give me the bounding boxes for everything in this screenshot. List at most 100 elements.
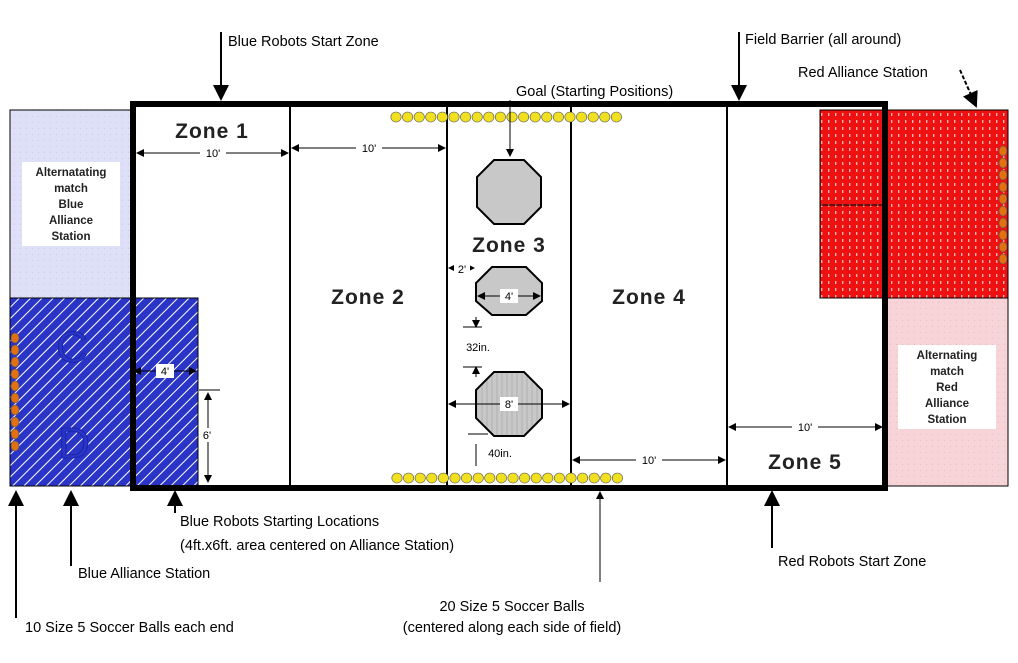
red-alt-line-1: Alternating — [917, 350, 978, 362]
dim-6ft: 6' — [203, 430, 211, 442]
soccer-ball — [541, 111, 553, 123]
soccer-ball — [413, 111, 425, 123]
soccer-ball — [576, 111, 588, 123]
soccer-ball — [998, 169, 1008, 181]
dim-2ft: 2' — [458, 264, 466, 276]
dim-box-zone4 — [636, 454, 662, 466]
soccer-ball — [437, 472, 449, 484]
soccer-ball — [436, 111, 448, 123]
blue-alt-line-4: Alliance — [49, 215, 93, 227]
dim-box-zone2 — [356, 142, 382, 154]
field-barrier — [130, 101, 888, 491]
zone-3-box — [462, 232, 558, 258]
soccer-ball — [484, 472, 496, 484]
soccer-ball — [506, 111, 518, 123]
soccer-ball — [998, 217, 1008, 229]
dim-40in: 40in. — [488, 448, 512, 460]
blue-alt-line-3: Blue — [59, 199, 84, 211]
zone-1-box — [166, 116, 258, 144]
soccer-ball — [998, 253, 1008, 265]
callout-balls-20-1: 20 Size 5 Soccer Balls — [439, 599, 584, 615]
soccer-ball — [460, 111, 472, 123]
callout-blue-start-locations-1: Blue Robots Starting Locations — [180, 514, 379, 530]
blue-letter-c: C — [56, 323, 88, 372]
zone-5-label: Zone 5 — [768, 451, 842, 474]
red-alt-line-3: Red — [936, 382, 958, 394]
dim-zone2: 10' — [362, 143, 376, 155]
soccer-ball — [390, 111, 402, 123]
soccer-ball — [599, 111, 611, 123]
soccer-ball — [10, 332, 20, 344]
callout-goal: Goal (Starting Positions) — [516, 84, 673, 100]
soccer-balls-right — [998, 145, 1008, 265]
blue-alt-line-5: Station — [52, 231, 91, 243]
soccer-ball — [530, 472, 542, 484]
soccer-ball — [426, 472, 438, 484]
soccer-ball — [610, 111, 622, 123]
zone-4-label: Zone 4 — [612, 286, 686, 309]
blue-letter-d: D — [58, 419, 90, 468]
soccer-ball — [542, 472, 554, 484]
soccer-ball — [391, 472, 403, 484]
soccer-ball — [10, 344, 20, 356]
soccer-ball — [10, 392, 20, 404]
soccer-ball — [425, 111, 437, 123]
soccer-ball — [587, 111, 599, 123]
soccer-ball — [998, 229, 1008, 241]
soccer-ball — [472, 472, 484, 484]
red-alt-line-2: match — [930, 366, 964, 378]
soccer-ball — [402, 111, 414, 123]
soccer-ball — [494, 111, 506, 123]
red-alliance-station — [819, 109, 1009, 299]
soccer-ball — [461, 472, 473, 484]
red-alt-line-4: Alliance — [925, 398, 969, 410]
soccer-ball — [552, 111, 564, 123]
arrow-red-station — [959, 69, 978, 108]
soccer-balls-top — [390, 111, 622, 123]
soccer-ball — [998, 205, 1008, 217]
callout-blue-station: Blue Alliance Station — [78, 566, 210, 582]
dim-32in: 32in. — [466, 342, 490, 354]
callout-balls-20-2: (centered along each side of field) — [403, 620, 621, 636]
soccer-ball — [10, 428, 20, 440]
soccer-ball — [403, 472, 415, 484]
dim-box-8ft — [500, 397, 518, 411]
callout-blue-start-locations-2: (4ft.x6ft. area centered on Alliance Sta… — [180, 538, 454, 554]
dim-zone1: 10' — [206, 148, 220, 160]
callout-balls-each-end: 10 Size 5 Soccer Balls each end — [25, 620, 234, 636]
dim-8ft: 8' — [505, 399, 513, 411]
soccer-ball — [10, 416, 20, 428]
soccer-ball — [998, 157, 1008, 169]
dim-zone5: 10' — [798, 422, 812, 434]
soccer-ball — [10, 404, 20, 416]
soccer-ball — [507, 472, 519, 484]
blue-alt-line-1: Alternatating — [36, 167, 107, 179]
soccer-ball — [529, 111, 541, 123]
soccer-ball — [553, 472, 565, 484]
dim-4ft-goal: 4' — [505, 291, 513, 303]
dim-box-4ft-start — [156, 364, 174, 378]
red-alt-station-box — [898, 345, 996, 429]
callout-field-barrier: Field Barrier (all around) — [745, 32, 901, 48]
red-alt-line-5: Station — [928, 414, 967, 426]
soccer-ball — [414, 472, 426, 484]
dim-box-zone1 — [200, 147, 226, 159]
soccer-ball — [10, 440, 20, 452]
soccer-ball — [448, 111, 460, 123]
soccer-ball — [588, 472, 600, 484]
blue-alliance-station — [9, 297, 199, 487]
soccer-ball — [495, 472, 507, 484]
soccer-ball — [998, 193, 1008, 205]
soccer-ball — [10, 356, 20, 368]
dim-box-2ft — [454, 263, 470, 275]
soccer-ball — [471, 111, 483, 123]
blue-alt-station-box — [22, 162, 120, 246]
callout-red-start-zone: Red Robots Start Zone — [778, 554, 926, 570]
soccer-ball — [998, 241, 1008, 253]
soccer-balls-bottom — [391, 472, 623, 484]
soccer-ball — [998, 145, 1008, 157]
dim-4ft-start: 4' — [161, 366, 169, 378]
soccer-ball — [483, 111, 495, 123]
dim-box-6ft — [199, 428, 215, 442]
